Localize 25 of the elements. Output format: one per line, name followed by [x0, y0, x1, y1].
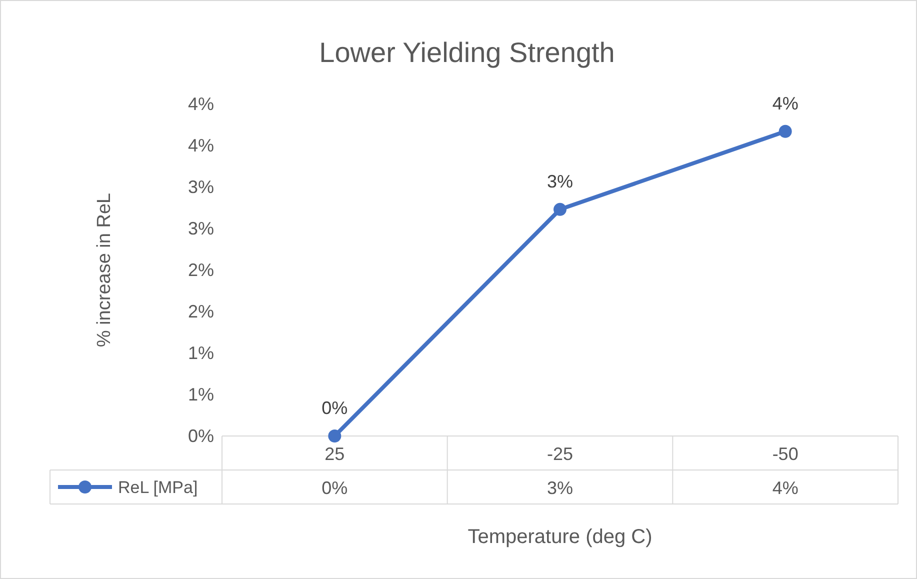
text: 4% [772, 93, 798, 114]
x-tick-label: -50 [772, 444, 798, 464]
y-tick-label: 3% [188, 177, 214, 197]
y-tick-label: 4% [188, 94, 214, 114]
y-tick-label: 0% [188, 426, 214, 446]
data-label: 3% [546, 478, 574, 498]
chart-title: Lower Yielding Strength [319, 37, 615, 68]
text: 3% [546, 171, 574, 192]
x-tick-label: 25 [324, 444, 345, 464]
x-axis-title: Temperature (deg C) [468, 526, 652, 548]
y-axis-title: % increase in ReL [94, 192, 115, 348]
y-tick-label: 1% [188, 343, 214, 363]
y-tick-label: 3% [188, 218, 214, 238]
y-tick-label: 1% [188, 384, 214, 404]
y-tick-label: 4% [188, 136, 214, 156]
point [778, 124, 792, 138]
data-label: 4% [772, 478, 798, 498]
data-label: 0% [322, 478, 348, 498]
text: 0% [322, 398, 348, 418]
x-tick-label: -25 [546, 444, 574, 464]
point [328, 430, 342, 442]
legend-label: ReL [MPa] [118, 478, 198, 497]
y-tick-label: 2% [188, 302, 214, 322]
y-tick-label: 2% [188, 260, 214, 280]
point [554, 202, 566, 216]
